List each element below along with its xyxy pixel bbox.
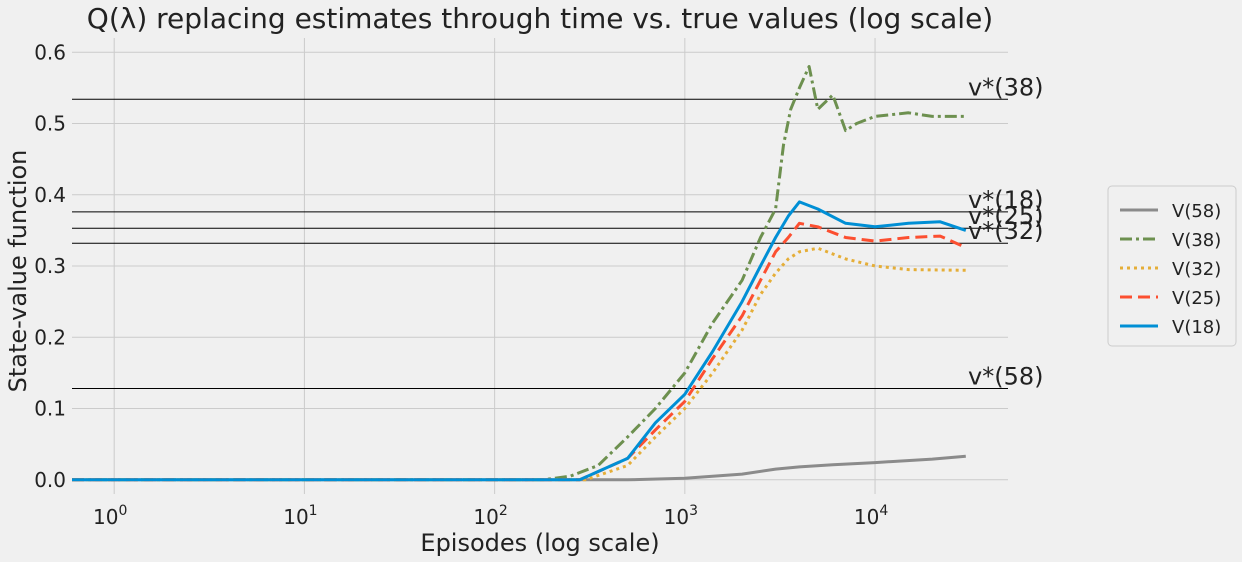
reference-line-label: v*(38) xyxy=(968,73,1043,101)
legend-label: V(25) xyxy=(1172,288,1221,309)
reference-lines: v*(38) v*(18)v*(25)v*(32) v*(58) xyxy=(72,73,1043,391)
x-tick-label: 103 xyxy=(664,503,698,529)
legend-box xyxy=(1107,185,1237,347)
x-tick-label: 104 xyxy=(854,503,888,529)
series-line xyxy=(72,200,967,482)
reference-line-label: v*(25) xyxy=(968,202,1043,230)
series-line xyxy=(72,221,967,482)
legend-label: V(18) xyxy=(1172,317,1221,338)
y-axis-label: State-value function xyxy=(4,150,32,393)
grid xyxy=(72,38,1008,494)
legend: V(58) V(38) V(32) V(25) V(18) xyxy=(1107,185,1237,347)
y-tick-label: 0.6 xyxy=(34,40,66,64)
y-tick-labels: 0.0 0.1 0.2 0.3 0.4 0.5 0.6 xyxy=(34,40,66,492)
x-tick-label: 102 xyxy=(473,503,507,529)
legend-label: V(58) xyxy=(1172,201,1221,222)
legend-label: V(32) xyxy=(1172,259,1221,280)
series-line xyxy=(72,65,966,482)
series-lines xyxy=(72,65,967,482)
chart-title: Q(λ) replacing estimates through time vs… xyxy=(87,2,993,35)
legend-label: V(38) xyxy=(1172,230,1221,251)
x-tick-label: 101 xyxy=(283,503,317,529)
y-tick-label: 0.2 xyxy=(34,325,66,349)
y-tick-label: 0.0 xyxy=(34,468,66,492)
x-axis-label: Episodes (log scale) xyxy=(420,529,659,557)
x-tick-label: 100 xyxy=(93,503,127,529)
y-tick-label: 0.4 xyxy=(34,183,66,207)
reference-line-label: v*(32) xyxy=(968,217,1043,245)
y-tick-label: 0.5 xyxy=(34,112,66,136)
y-tick-label: 0.3 xyxy=(34,254,66,278)
x-tick-labels: 100 101 102 103 104 xyxy=(93,503,888,529)
series-line xyxy=(72,246,966,482)
reference-line-label: v*(58) xyxy=(968,363,1043,391)
y-tick-label: 0.1 xyxy=(34,397,66,421)
reference-line-label: v*(18) xyxy=(968,186,1043,214)
